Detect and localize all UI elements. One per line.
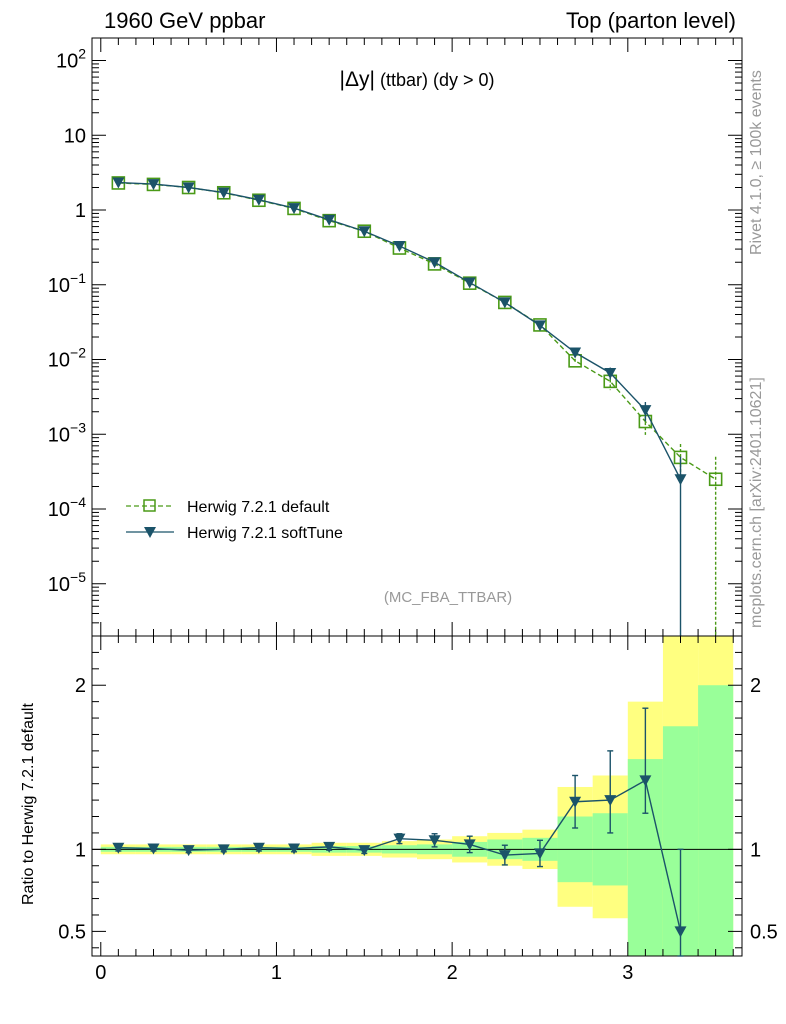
- observable-title: |Δy| (ttbar) (dy > 0): [0, 68, 786, 92]
- y-tick-label: 10: [64, 125, 86, 147]
- data-point-default: [216, 185, 231, 200]
- y-tick-label: 10−3: [48, 419, 86, 446]
- y-tick-label: 10−4: [48, 494, 86, 521]
- data-point-default: [708, 472, 723, 487]
- observable-symbol: |Δy|: [339, 68, 375, 91]
- ratio-point-softtune: [428, 835, 441, 847]
- data-point-softtune: [252, 194, 265, 206]
- data-point-default: [322, 213, 336, 228]
- analysis-label: (MC_FBA_TTBAR): [383, 589, 513, 606]
- x-tick-label: 3: [622, 962, 633, 984]
- legend-label-softtune: Herwig 7.2.1 softTune: [187, 525, 343, 542]
- ratio-y-tick-label-right: 1: [750, 839, 761, 861]
- y-tick-exponent: −3: [70, 419, 86, 435]
- x-tick-label: 2: [447, 962, 458, 984]
- ratio-y-tick-label-right: 2: [750, 675, 761, 697]
- mcplots-label: mcplots.cern.ch [arXiv:2401.10621]: [748, 377, 765, 628]
- y-tick-exponent: −5: [70, 569, 86, 585]
- ratio-point-softtune: [323, 841, 336, 853]
- ratio-uncertainty-bands: [100, 636, 734, 956]
- ratio-point-softtune: [217, 844, 230, 856]
- ratio-frame: [91, 635, 743, 957]
- ratio-point-softtune: [288, 843, 301, 855]
- series-line-default: [118, 182, 717, 480]
- data-point-default: [252, 193, 266, 208]
- ratio-y-tick-label: 1: [75, 839, 86, 861]
- series-line-softtune: [118, 181, 682, 480]
- data-point-softtune: [112, 177, 125, 189]
- data-point-softtune: [604, 367, 617, 379]
- process-title: Top (parton level): [566, 8, 736, 33]
- ratio-point-softtune: [533, 848, 546, 860]
- ratio-point-softtune: [147, 843, 160, 855]
- ratio-point-softtune: [639, 775, 652, 787]
- data-point-default: [287, 201, 301, 216]
- ratio-y-tick-label: 2: [75, 675, 86, 697]
- ratio-point-softtune: [252, 842, 265, 854]
- data-point-default: [462, 276, 477, 290]
- data-point-softtune: [639, 405, 652, 417]
- ratio-panel: 0 1 2 3 2 2 1 1 0.5 0.5: [58, 38, 778, 984]
- data-point-softtune: [428, 257, 441, 269]
- data-point-softtune: [498, 297, 511, 309]
- ratio-point-softtune: [569, 796, 582, 808]
- ratio-point-softtune: [498, 850, 511, 862]
- ratio-point-softtune: [112, 842, 125, 854]
- legend-label-default: Herwig 7.2.1 default: [187, 499, 330, 516]
- x-tick-label: 0: [95, 962, 106, 984]
- ratio-point-softtune: [674, 926, 687, 938]
- data-point-softtune: [182, 182, 195, 194]
- collision-title: 1960 GeV ppbar: [104, 8, 266, 33]
- ratio-point-softtune: [182, 845, 195, 857]
- y-tick-exponent: −2: [70, 345, 86, 361]
- x-tick-label: 1: [271, 962, 282, 984]
- data-point-softtune: [358, 226, 371, 238]
- ratio-y-tick-label: 0.5: [58, 921, 86, 943]
- y-tick-label: 10−2: [48, 345, 86, 372]
- data-point-softtune: [323, 214, 336, 226]
- data-point-softtune: [288, 203, 301, 215]
- y-tick-label: 10−1: [48, 270, 86, 297]
- data-point-softtune: [569, 347, 582, 359]
- main-frame: [91, 37, 743, 637]
- data-point-softtune: [147, 179, 160, 191]
- legend: Herwig 7.2.1 default Herwig 7.2.1 softTu…: [126, 499, 343, 542]
- data-point-softtune: [463, 277, 476, 289]
- data-point-softtune: [217, 187, 230, 199]
- y-tick-exponent: −1: [70, 270, 86, 286]
- legend-marker-default: [143, 499, 156, 512]
- data-point-softtune: [674, 474, 687, 486]
- ratio-point-softtune: [463, 839, 476, 851]
- data-point-softtune: [393, 240, 406, 252]
- legend-marker-softtune: [144, 527, 156, 538]
- data-point-softtune: [533, 320, 546, 332]
- y-tick-exponent: 2: [78, 46, 86, 62]
- ratio-point-softtune: [604, 795, 617, 807]
- band-green-bin: [698, 685, 734, 956]
- y-tick-label: 1: [75, 200, 86, 222]
- observable-subtitle: (ttbar) (dy > 0): [379, 70, 495, 90]
- rivet-version-label: Rivet 4.1.0, ≥ 100k events: [748, 70, 765, 255]
- ratio-point-softtune: [393, 833, 406, 845]
- y-tick-exponent: −4: [70, 494, 86, 510]
- ratio-y-axis-label: Ratio to Herwig 7.2.1 default: [20, 703, 37, 905]
- ratio-y-tick-label-right: 0.5: [750, 921, 778, 943]
- ratio-point-softtune: [358, 845, 371, 857]
